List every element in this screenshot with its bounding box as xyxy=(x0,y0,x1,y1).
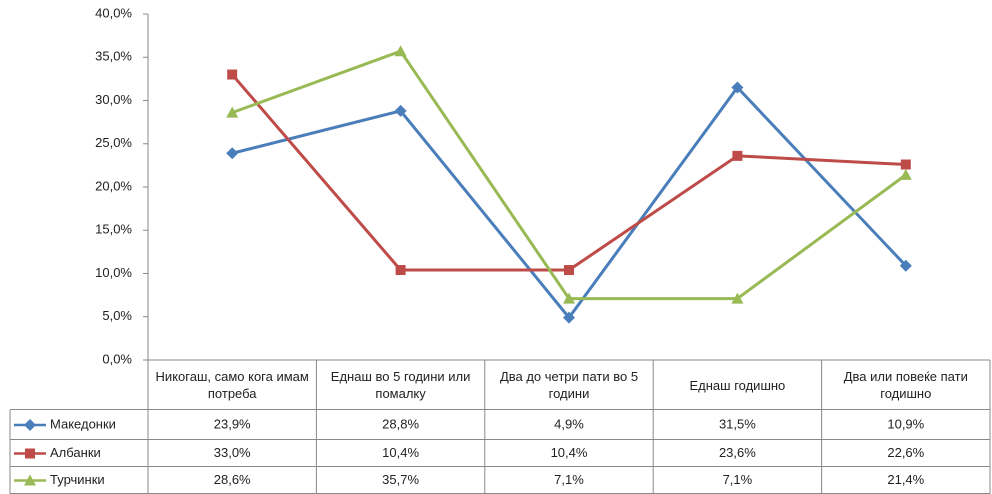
x-tick-label: Еднаш годишно xyxy=(689,377,786,393)
legend-marker xyxy=(24,474,36,486)
y-tick-label: 35,0% xyxy=(95,49,132,64)
marker xyxy=(395,265,406,276)
table-value: 28,8% xyxy=(382,416,419,431)
y-tick-label: 30,0% xyxy=(95,92,132,107)
x-tick-label: Еднаш во 5 години или помалку xyxy=(330,369,471,401)
y-tick-label: 0,0% xyxy=(102,351,132,366)
legend-label: Турчинки xyxy=(50,472,105,487)
table-value: 22,6% xyxy=(887,445,924,460)
table-value: 23,6% xyxy=(719,445,756,460)
marker xyxy=(900,159,911,170)
table-value: 33,0% xyxy=(214,445,251,460)
x-tick-label: Никогаш, само кога имам потреба xyxy=(155,369,309,401)
y-tick-label: 20,0% xyxy=(95,178,132,193)
marker xyxy=(227,69,238,80)
marker xyxy=(564,265,574,276)
marker xyxy=(563,311,575,324)
table-value: 10,9% xyxy=(887,416,924,431)
marker xyxy=(394,45,407,57)
y-tick-label: 5,0% xyxy=(102,308,132,323)
series-line xyxy=(231,73,906,272)
table-value: 7,1% xyxy=(723,472,753,487)
table-value: 35,7% xyxy=(382,472,419,487)
legend-label: Македонки xyxy=(50,416,116,431)
marker xyxy=(226,106,239,118)
marker xyxy=(731,81,744,94)
series-line xyxy=(231,85,907,321)
marker xyxy=(899,259,912,272)
marker xyxy=(732,150,743,161)
marker xyxy=(563,292,575,304)
marker xyxy=(731,292,744,304)
series-line xyxy=(231,49,907,301)
legend-label: Албанки xyxy=(50,445,101,460)
y-tick-label: 15,0% xyxy=(95,222,132,237)
legend-marker xyxy=(25,448,35,459)
table-value: 21,4% xyxy=(887,472,924,487)
table-value: 23,9% xyxy=(214,416,251,431)
table-value: 10,4% xyxy=(382,445,419,460)
marker xyxy=(394,104,407,117)
table-value: 7,1% xyxy=(554,472,584,487)
y-tick-label: 10,0% xyxy=(95,265,132,280)
x-tick-label: Два до четри пати во 5 години xyxy=(499,369,639,401)
x-tick-label: Два или повеќе пати годишно xyxy=(843,369,968,401)
table-value: 31,5% xyxy=(719,416,756,431)
y-tick-label: 40,0% xyxy=(95,5,132,20)
marker xyxy=(226,147,239,160)
y-tick-label: 25,0% xyxy=(95,135,132,150)
table-value: 4,9% xyxy=(554,416,584,431)
legend-marker xyxy=(24,419,36,431)
marker xyxy=(899,168,912,180)
table-value: 28,6% xyxy=(214,472,251,487)
table-value: 10,4% xyxy=(551,445,588,460)
